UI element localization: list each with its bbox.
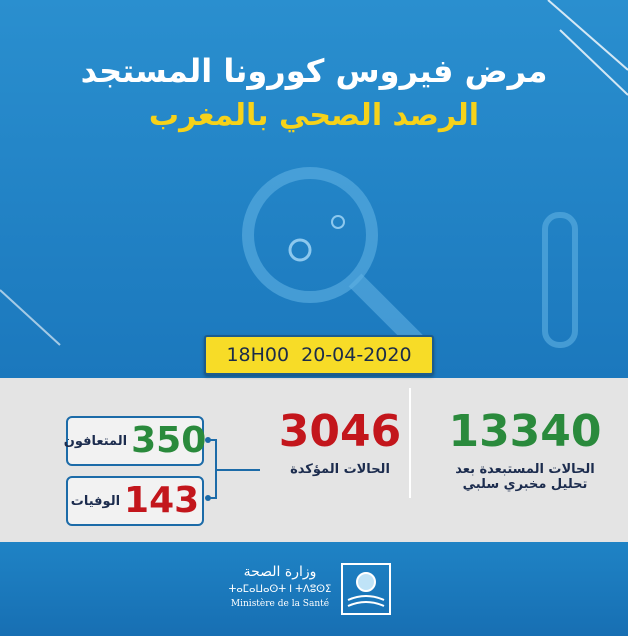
confirmed-block: 3046 الحالات المؤكدة [270, 406, 410, 478]
time: 18H00 [226, 344, 290, 366]
date: 20-04-2020 [301, 344, 412, 366]
recovered-label: المتعافون [63, 433, 128, 449]
footer-panel [0, 542, 628, 636]
confirmed-label: الحالات المؤكدة [290, 462, 390, 477]
recovered-box: المتعافون 350 [63, 416, 207, 466]
dividers [205, 388, 411, 501]
confirmed-value: 3046 [278, 406, 402, 457]
ministry-text: وزارة الصحة ⵜⴰⵎⴰⵡⴰⵙⵜ ⵏ ⵜⴷⵓⵙⵉ Ministère d… [225, 564, 335, 609]
top-panel [0, 0, 628, 378]
ministry-logo [341, 563, 391, 615]
subtitle: الرصد الصحي بالمغرب [148, 98, 480, 133]
recovered-value: 350 [131, 420, 207, 461]
title: مرض فيروس كورونا المستجد [80, 52, 548, 90]
excluded-label-1: الحالات المستبعدة بعد [455, 462, 595, 477]
ministry-tifinagh: ⵜⴰⵎⴰⵡⴰⵙⵜ ⵏ ⵜⴷⵓⵙⵉ [228, 584, 332, 595]
deaths-label: الوفيات [70, 493, 121, 509]
deaths-box: الوفيات 143 [66, 476, 204, 526]
ministry-arabic: وزارة الصحة [243, 564, 317, 580]
ministry-french: Ministère de la Santé [230, 599, 330, 609]
excluded-value: 13340 [448, 406, 602, 457]
deaths-value: 143 [124, 480, 200, 521]
excluded-label-2: تحليل مخبري سلبي [462, 477, 588, 492]
date-box: 18H00 20-04-2020 [204, 335, 434, 375]
decoration [242, 167, 578, 352]
excluded-block: 13340 الحالات المستبعدة بعد تحليل مخبري … [425, 406, 625, 493]
